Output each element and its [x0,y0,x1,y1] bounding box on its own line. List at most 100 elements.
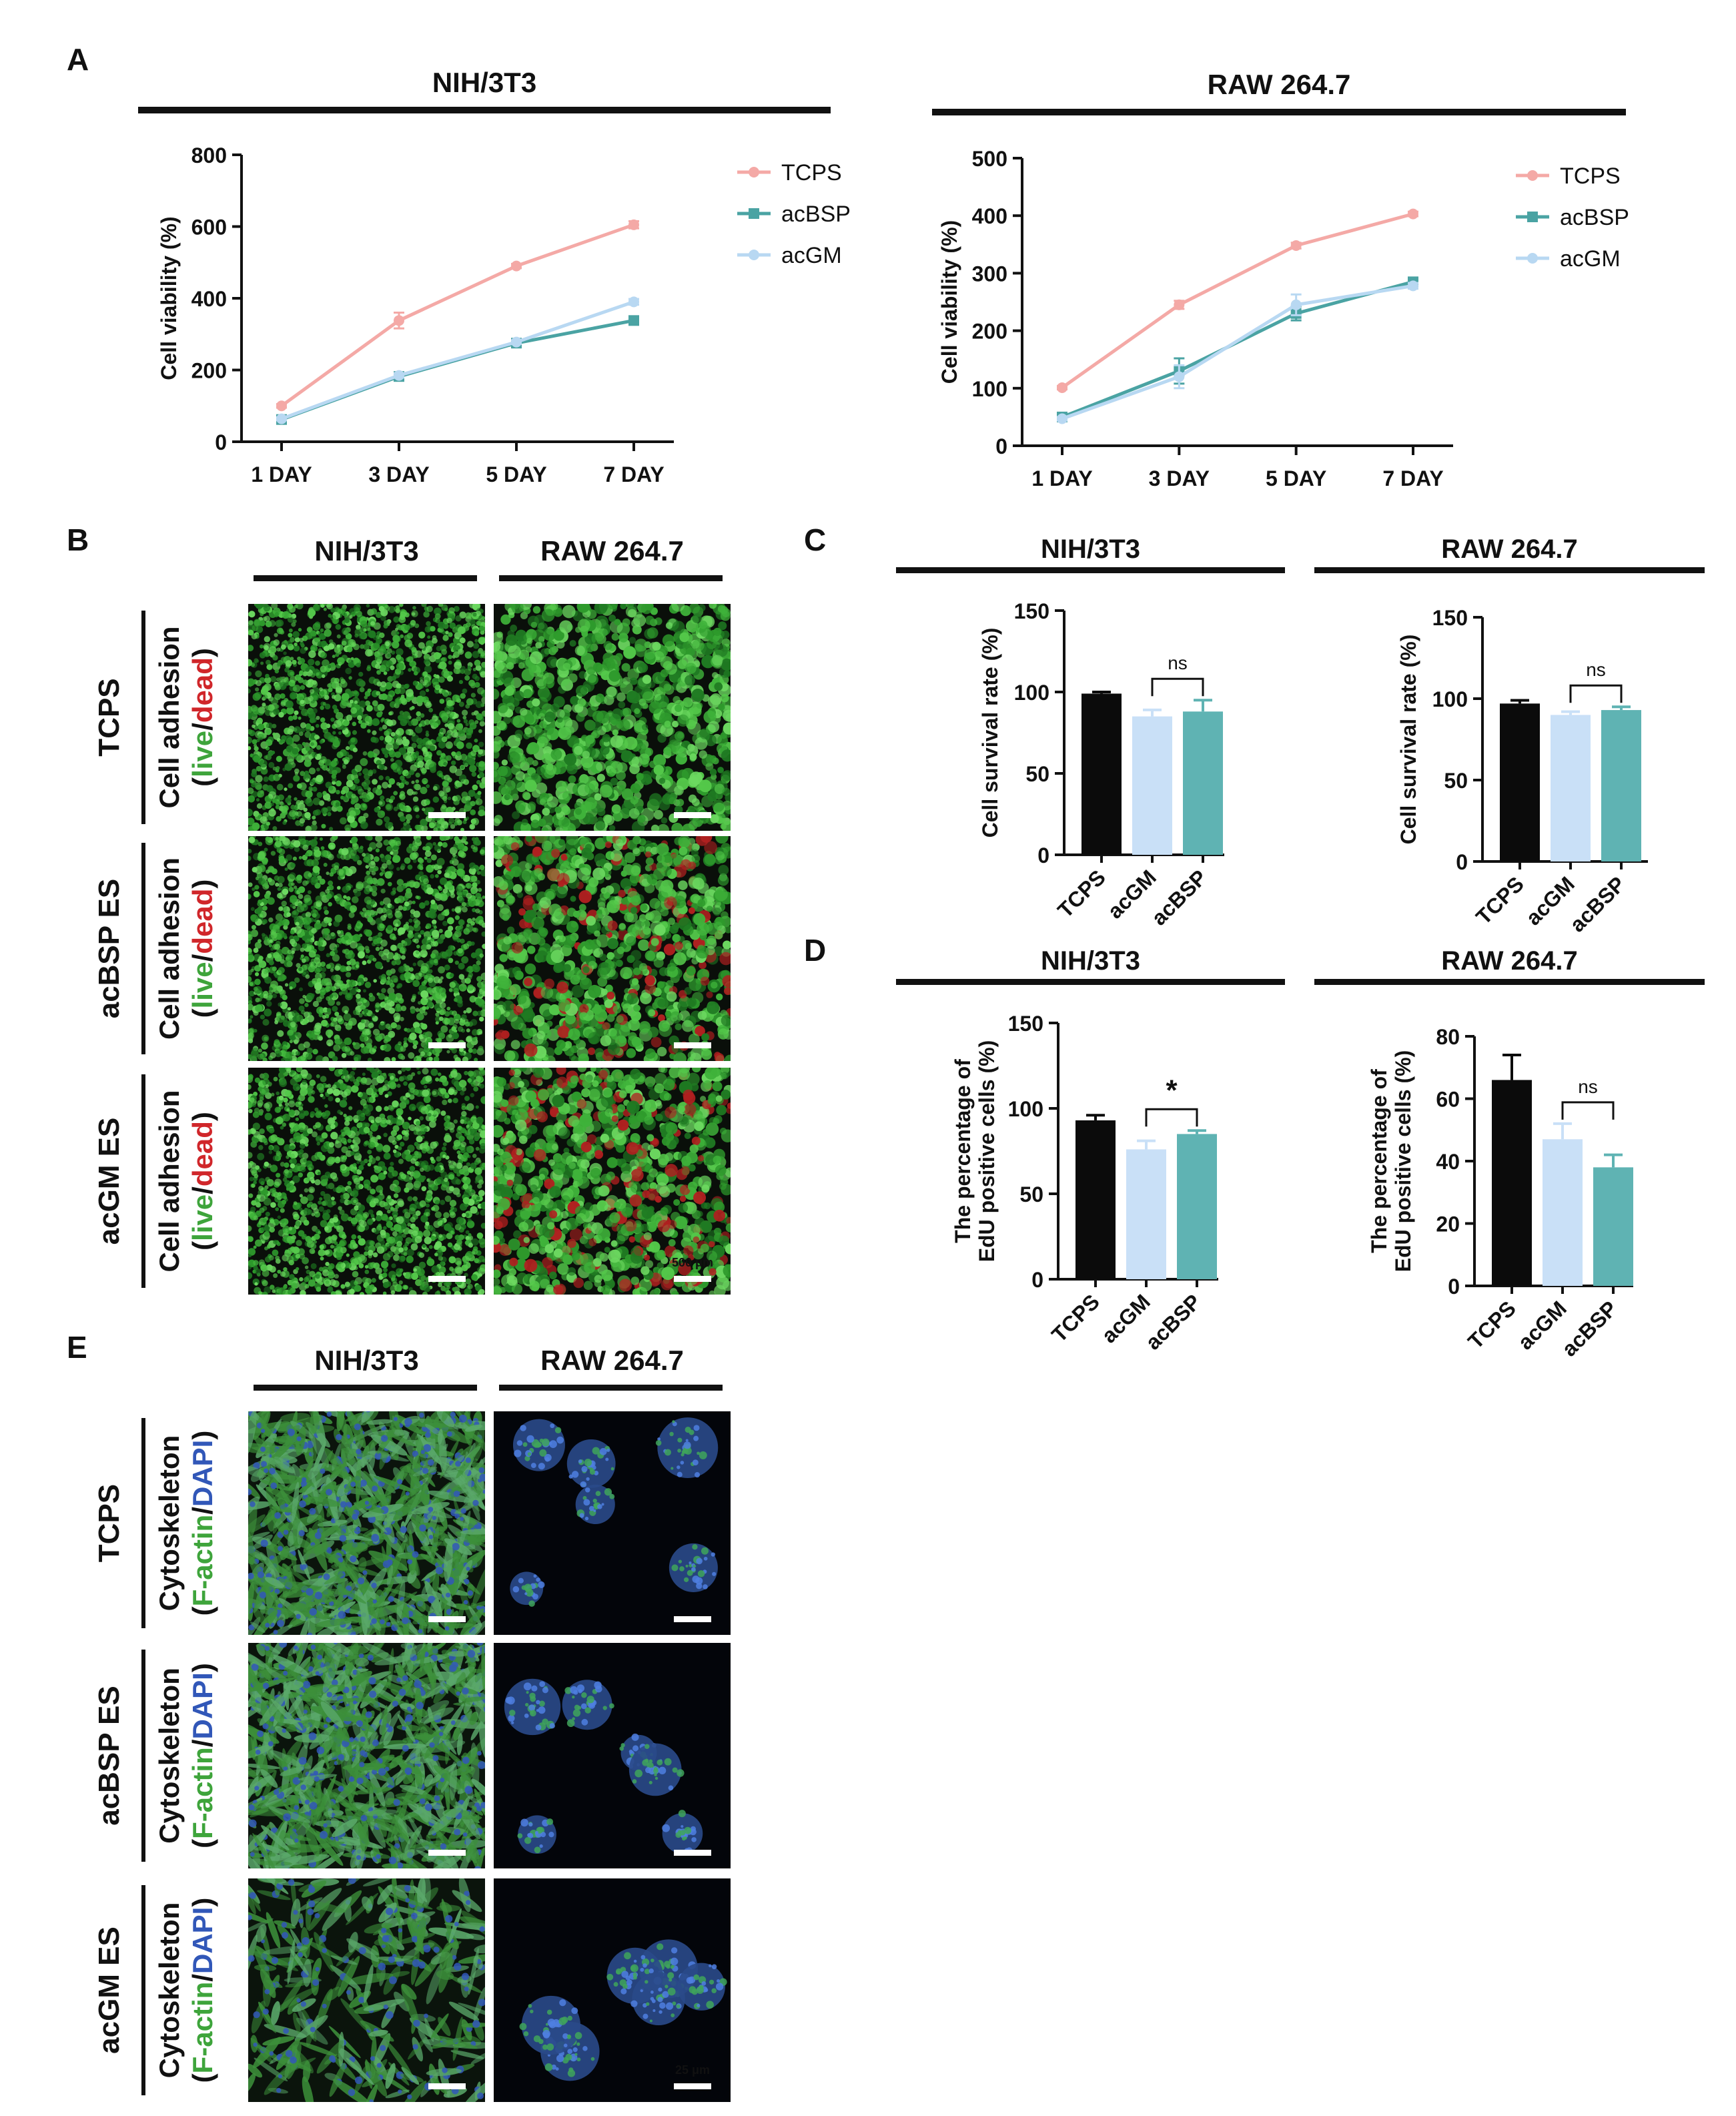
cell [248,970,252,976]
y-axis-label: EdU positive cells (%) [1391,1050,1415,1273]
cell [278,1002,282,1007]
cell [364,773,370,780]
cell [430,902,438,910]
x-tick-label: 7 DAY [1382,466,1443,490]
y-tick-label: 150 [1014,599,1049,623]
cell [714,783,725,794]
cell [341,1053,347,1058]
cell [612,708,623,719]
x-tick-label: TCPS [1471,871,1529,929]
x-tick-label: 3 DAY [368,462,429,486]
cell [540,797,549,806]
cell [508,645,521,659]
cell [308,609,316,617]
cell [407,973,412,978]
cell [649,760,657,768]
cell [636,773,644,781]
cell [252,822,260,831]
cell [476,879,480,885]
cell [422,878,429,885]
cell [304,774,310,780]
cell [720,823,727,830]
cell [420,944,428,952]
cell [343,1013,352,1022]
cell [334,895,338,900]
y-axis-label: EdU positive cells (%) [975,1040,999,1263]
cell [608,615,616,622]
cell [386,797,390,803]
cell [378,764,385,771]
cell [632,625,642,635]
cell [269,939,273,943]
cell [262,1019,270,1026]
cell [304,964,310,970]
cell [545,609,552,617]
cell [281,1058,285,1061]
cell [368,992,373,998]
cell [360,821,368,829]
cell [355,994,361,999]
cell [417,864,422,869]
cell [478,763,485,771]
cell [474,1058,478,1061]
data-point [1290,240,1302,252]
cell [248,736,252,744]
cell [293,684,301,693]
cell [332,1006,338,1012]
cell [273,708,280,715]
cell [248,976,252,983]
cell [400,694,405,699]
cell [506,662,514,670]
cell [309,710,314,715]
cell [418,858,424,863]
cell [294,797,298,801]
cell [411,732,416,737]
cell [466,641,474,648]
cell [277,887,282,892]
y-tick-label: 80 [1436,1025,1460,1049]
cell [251,925,256,930]
cell [550,749,562,760]
cell [264,1008,272,1017]
cell [254,725,259,730]
cell [689,978,702,992]
cell [321,920,328,928]
cell [349,615,353,619]
cell [636,743,646,753]
cell [293,645,300,652]
cell [458,701,464,707]
cell [323,607,327,611]
cell [610,777,618,786]
cell [277,977,282,982]
cell [405,689,414,697]
cell [288,886,294,892]
cell [577,619,590,632]
cell [494,688,500,700]
cell [522,659,532,669]
cell [414,824,420,830]
cell [248,808,253,817]
cell [335,653,340,657]
cell [400,863,406,868]
cell [274,840,282,847]
cell [370,621,376,626]
cell [296,905,304,913]
cell [319,739,324,744]
cell [405,755,412,763]
cell [451,857,456,861]
y-tick-label: 100 [1014,681,1049,705]
cell [325,986,332,992]
cell [447,734,452,739]
data-point [1057,382,1067,393]
cell [462,709,468,716]
cell [368,771,372,775]
cell [264,709,272,717]
cell [318,906,322,910]
cell [285,1051,293,1059]
cell [436,750,442,756]
cell [434,864,440,871]
cell [274,704,280,709]
cell [481,931,485,937]
cell [437,937,444,944]
title-bar [1314,979,1705,985]
